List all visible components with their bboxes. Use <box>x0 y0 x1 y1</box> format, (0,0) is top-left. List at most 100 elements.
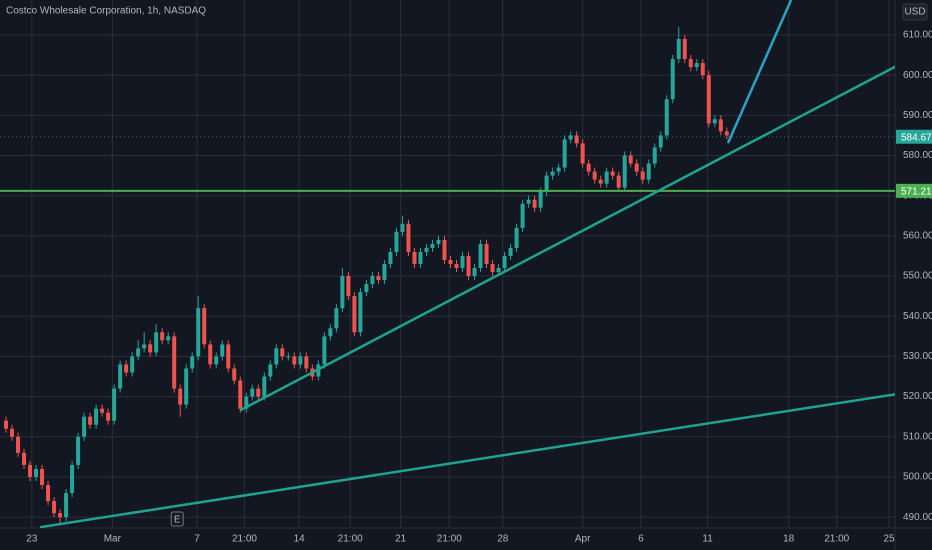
candle-body <box>64 493 69 518</box>
y-tick-label: 550.00 <box>903 271 932 282</box>
trend-line <box>39 393 895 528</box>
candle-body <box>154 332 159 353</box>
candle-body <box>40 468 45 486</box>
candle-body <box>130 356 135 373</box>
candle-body <box>58 513 63 518</box>
candle-body <box>322 336 327 365</box>
candle-body <box>94 408 99 425</box>
currency-box[interactable] <box>902 3 928 21</box>
candle-body <box>442 239 447 260</box>
candle-body <box>682 38 687 60</box>
y-tick-label: 600.00 <box>903 70 932 81</box>
x-tick-label: 21:00 <box>338 534 363 545</box>
candle-body <box>418 251 423 264</box>
candle-body <box>640 171 645 180</box>
candle-body <box>82 416 87 437</box>
x-tick-label: 23 <box>26 534 38 545</box>
axes-layer: 490.00 500.00 510.00 520.00 530.00 540.00 550.… <box>26 30 932 545</box>
candle-body <box>622 155 627 188</box>
x-tick-label: 18 <box>783 534 795 545</box>
y-tick-label: 490.00 <box>903 512 932 523</box>
y-tick-label: 580.00 <box>903 150 932 161</box>
price-box <box>896 183 932 198</box>
trend-line <box>726 0 793 144</box>
x-tick-label: 11 <box>702 534 713 545</box>
earnings-marker[interactable] <box>170 511 184 527</box>
candle-body <box>190 356 195 369</box>
candle-body <box>562 139 567 168</box>
candle-body <box>214 356 219 365</box>
currency-label[interactable]: USD <box>904 7 925 18</box>
candle-body <box>568 135 573 140</box>
candle-body <box>22 452 27 465</box>
candle-body <box>208 344 213 365</box>
candle-body <box>718 119 723 132</box>
candle-body <box>592 171 597 180</box>
y-tick-label: 610.00 <box>903 30 932 41</box>
candle-body <box>466 255 471 277</box>
candle-body <box>262 376 267 397</box>
candle-body <box>484 243 489 264</box>
candle-body <box>4 420 9 429</box>
y-tick-label: 500.00 <box>903 472 932 483</box>
candle-body <box>202 308 207 345</box>
candle-body <box>370 276 375 285</box>
candle-body <box>196 308 201 357</box>
candle-body <box>76 436 81 465</box>
candle-body <box>688 59 693 68</box>
candle-body <box>256 388 261 397</box>
x-tick-label: 21:00 <box>232 534 257 545</box>
candle-body <box>10 428 15 437</box>
candle-body <box>412 251 417 264</box>
x-tick-label: Apr <box>575 534 591 545</box>
grid-layer <box>0 0 895 528</box>
candle-body <box>550 171 555 176</box>
candle-body <box>70 464 75 494</box>
candle-body <box>124 364 129 373</box>
candle-body <box>250 388 255 397</box>
candle-body <box>238 380 243 409</box>
candle-body <box>406 223 411 252</box>
candle-body <box>304 356 309 369</box>
candle-body <box>670 59 675 100</box>
x-tick-label: Mar <box>104 534 122 545</box>
candle-body <box>88 416 93 425</box>
candle-body <box>616 175 621 188</box>
candle-body <box>580 143 585 164</box>
candle-body <box>112 388 117 421</box>
candle-body <box>610 171 615 176</box>
x-tick-label: 21 <box>395 534 407 545</box>
candle-body <box>424 247 429 252</box>
candle-body <box>544 175 549 192</box>
candle-body <box>334 308 339 329</box>
candle-body <box>100 408 105 413</box>
candle-body <box>328 328 333 337</box>
candle-body <box>346 276 351 297</box>
candle-body <box>226 344 231 369</box>
candle-body <box>160 332 165 341</box>
candle-body <box>394 231 399 252</box>
candle-body <box>166 336 171 341</box>
candle-body <box>436 239 441 244</box>
candle-body <box>646 163 651 180</box>
candle-body <box>28 464 33 477</box>
candle-body <box>352 296 357 333</box>
x-tick-label: 25 <box>883 534 895 545</box>
candle-body <box>496 268 501 273</box>
candle-body <box>724 131 729 136</box>
candle-body <box>286 356 291 358</box>
candle-body <box>136 348 141 357</box>
candle-body <box>712 119 717 124</box>
candle-body <box>358 292 363 333</box>
candle-body <box>280 348 285 357</box>
candle-body <box>52 501 57 514</box>
candle-body <box>508 247 513 256</box>
candle-body <box>148 344 153 353</box>
x-tick-label: 21:00 <box>437 534 462 545</box>
candle-body <box>604 171 609 184</box>
x-tick-label: 28 <box>497 534 509 545</box>
y-tick-label: 560.00 <box>903 231 932 242</box>
candle-body <box>34 468 39 477</box>
candle-body <box>538 191 543 208</box>
